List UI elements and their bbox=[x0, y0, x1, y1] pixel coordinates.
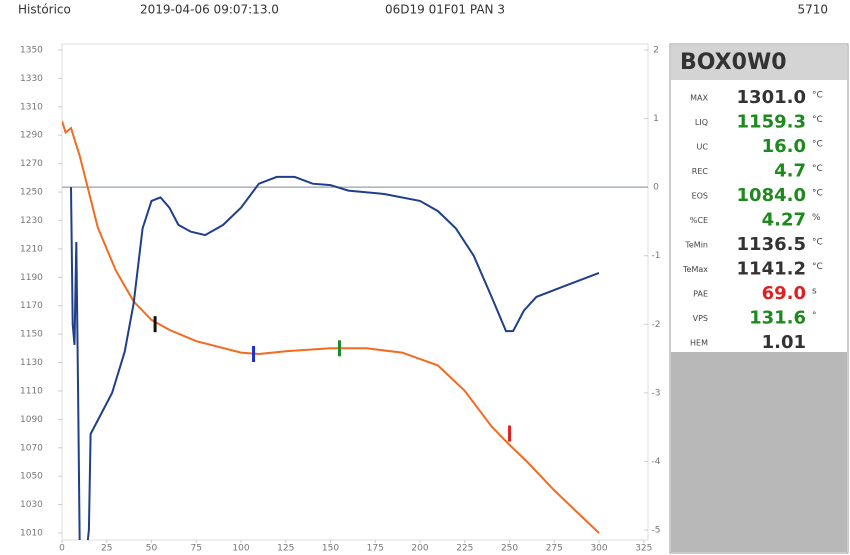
param-value: 1301.0 bbox=[737, 87, 806, 108]
y2-tick-label: -4 bbox=[652, 457, 661, 467]
param-label: LIQ bbox=[695, 118, 708, 127]
panel-title-box bbox=[671, 45, 847, 80]
param-value: 1141.2 bbox=[737, 259, 806, 280]
y-tick-label: 1290 bbox=[20, 131, 43, 141]
param-label: TeMin bbox=[684, 241, 708, 250]
y-tick-label: 1010 bbox=[20, 529, 43, 539]
param-label: VPS bbox=[693, 314, 708, 323]
x-tick-label: 250 bbox=[501, 544, 518, 554]
param-value: 1159.3 bbox=[737, 112, 806, 133]
param-unit: °C bbox=[812, 115, 823, 125]
param-unit: % bbox=[812, 213, 821, 223]
x-tick-label: 300 bbox=[590, 544, 607, 554]
y-tick-label: 1250 bbox=[20, 188, 43, 198]
y2-tick-label: 0 bbox=[653, 183, 659, 193]
y2-tick-label: 2 bbox=[653, 46, 659, 56]
y-tick-label: 1330 bbox=[20, 74, 43, 84]
y-tick-label: 1110 bbox=[20, 386, 43, 396]
param-unit: °C bbox=[812, 262, 823, 272]
param-label: EOS bbox=[692, 192, 708, 201]
mode-label: Histórico bbox=[18, 3, 71, 17]
x-tick-label: 100 bbox=[232, 544, 249, 554]
param-label: REC bbox=[692, 167, 709, 176]
x-tick-label: 75 bbox=[191, 544, 202, 554]
y-tick-label: 1150 bbox=[20, 330, 43, 340]
param-unit: s bbox=[812, 287, 817, 297]
y-tick-label: 1350 bbox=[20, 46, 43, 56]
param-label: MAX bbox=[690, 94, 708, 103]
timestamp: 2019-04-06 09:07:13.0 bbox=[140, 3, 279, 17]
param-label: TeMax bbox=[682, 265, 708, 274]
y-tick-label: 1070 bbox=[20, 443, 43, 453]
param-label: HEM bbox=[690, 339, 708, 348]
y-tick-label: 1230 bbox=[20, 216, 43, 226]
param-unit: °C bbox=[812, 189, 823, 199]
param-unit: °C bbox=[812, 238, 823, 248]
y2-tick-label: -5 bbox=[652, 526, 661, 536]
x-tick-label: 150 bbox=[322, 544, 339, 554]
x-tick-label: 25 bbox=[101, 544, 112, 554]
y2-tick-label: 1 bbox=[653, 114, 659, 124]
param-label: PAE bbox=[693, 290, 708, 299]
y-tick-label: 1270 bbox=[20, 159, 43, 169]
y-tick-label: 1030 bbox=[20, 500, 43, 510]
param-unit: ° bbox=[812, 311, 817, 321]
param-label: %CE bbox=[690, 216, 708, 225]
param-value: 1136.5 bbox=[737, 234, 806, 255]
x-tick-label: 325 bbox=[635, 544, 652, 554]
y-tick-label: 1130 bbox=[20, 358, 43, 368]
y2-tick-label: -3 bbox=[652, 388, 661, 398]
x-tick-label: 200 bbox=[411, 544, 428, 554]
series-line bbox=[62, 120, 600, 534]
param-unit: °C bbox=[812, 164, 823, 174]
param-value: 131.6 bbox=[749, 308, 806, 329]
y-tick-label: 1190 bbox=[20, 273, 43, 283]
record-id: 5710 bbox=[797, 3, 828, 17]
y-tick-label: 1170 bbox=[20, 301, 43, 311]
y-tick-label: 1090 bbox=[20, 415, 43, 425]
y-tick-label: 1050 bbox=[20, 472, 43, 482]
x-tick-label: 275 bbox=[546, 544, 563, 554]
y2-tick-label: -2 bbox=[652, 320, 661, 330]
param-unit: °C bbox=[812, 140, 823, 150]
param-value: 4.27 bbox=[762, 210, 806, 231]
param-label: UC bbox=[697, 143, 709, 152]
panel-blank bbox=[671, 352, 847, 552]
y2-tick-label: -1 bbox=[652, 251, 661, 261]
x-tick-label: 225 bbox=[456, 544, 473, 554]
param-value: 16.0 bbox=[762, 136, 806, 157]
x-tick-label: 175 bbox=[367, 544, 384, 554]
x-tick-label: 50 bbox=[146, 544, 158, 554]
plot-clip bbox=[62, 120, 600, 540]
param-value: 4.7 bbox=[774, 161, 806, 182]
sample-label: 06D19 01F01 PAN 3 bbox=[385, 3, 505, 17]
x-tick-label: 0 bbox=[59, 544, 65, 554]
param-unit: °C bbox=[812, 91, 823, 101]
x-tick-label: 125 bbox=[277, 544, 294, 554]
param-value: 1.01 bbox=[762, 332, 806, 353]
param-value: 69.0 bbox=[762, 283, 806, 304]
y-tick-label: 1210 bbox=[20, 244, 43, 254]
series-line bbox=[70, 175, 600, 540]
y-tick-label: 1310 bbox=[20, 102, 43, 112]
panel-title: BOX0W0 bbox=[680, 50, 787, 75]
param-value: 1084.0 bbox=[737, 185, 806, 206]
plot-frame bbox=[61, 43, 649, 541]
